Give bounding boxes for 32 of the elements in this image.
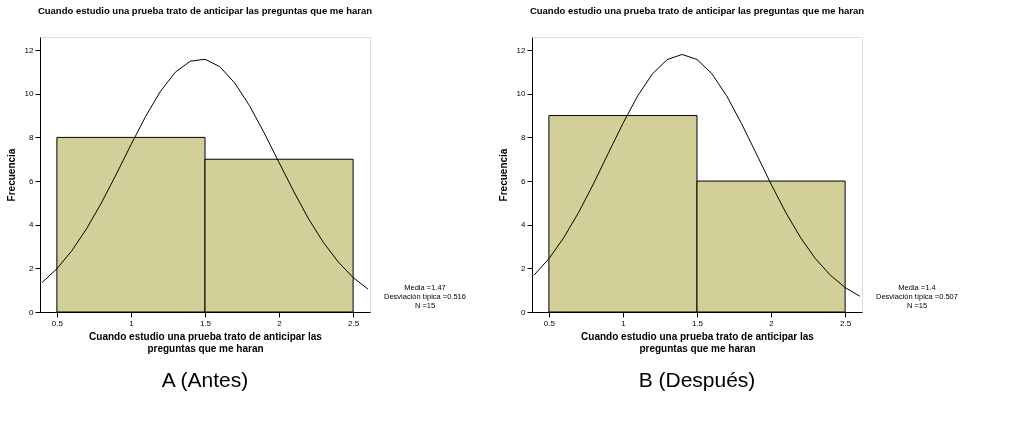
x-tick-label: 1.5 (691, 318, 704, 328)
y-tick-label: 10 (24, 89, 35, 99)
chart-title: Cuando estudio una prueba trato de anticipar las preguntas que me haran (529, 4, 865, 16)
x-axis-title: Cuando estudio una prueba trato de anticipar las preguntas que me haran (89, 330, 323, 354)
chart-title: Cuando estudio una prueba trato de anticipar las preguntas que me haran (37, 4, 373, 16)
y-tick-label: 10 (516, 89, 527, 99)
x-tick-label: 1 (621, 318, 627, 328)
y-tick-label: 12 (516, 45, 527, 55)
text: A (Antes) (161, 368, 249, 391)
y-tick-label: 0 (29, 307, 35, 317)
y-tick-label: 2 (521, 263, 527, 273)
x-tick-label: 0.5 (543, 318, 556, 328)
y-tick-label: 0 (521, 307, 527, 317)
x-tick-label: 1 (129, 318, 135, 328)
x-tick-label: 2 (769, 318, 775, 328)
y-axis-title: Frecuencia (5, 148, 17, 202)
x-tick-label: 1.5 (199, 318, 212, 328)
y-tick-label: 4 (29, 220, 35, 230)
x-tick-label: 2 (277, 318, 283, 328)
y-tick-label: 6 (29, 176, 35, 186)
x-tick-label: 2.5 (348, 318, 360, 328)
y-tick-label: 12 (24, 45, 35, 55)
x-axis-title: Cuando estudio una prueba trato de anticipar las preguntas que me haran (581, 330, 815, 354)
y-tick-label: 6 (521, 176, 527, 186)
y-tick-label: 2 (29, 263, 35, 273)
x-tick-label: 2.5 (840, 318, 852, 328)
x-tick-label: 0.5 (51, 318, 64, 328)
y-axis-title: Frecuencia (497, 148, 509, 202)
y-tick-label: 8 (29, 132, 35, 142)
y-tick-label: 4 (521, 220, 527, 230)
y-tick-label: 8 (521, 132, 527, 142)
text: B (Después) (638, 368, 756, 391)
